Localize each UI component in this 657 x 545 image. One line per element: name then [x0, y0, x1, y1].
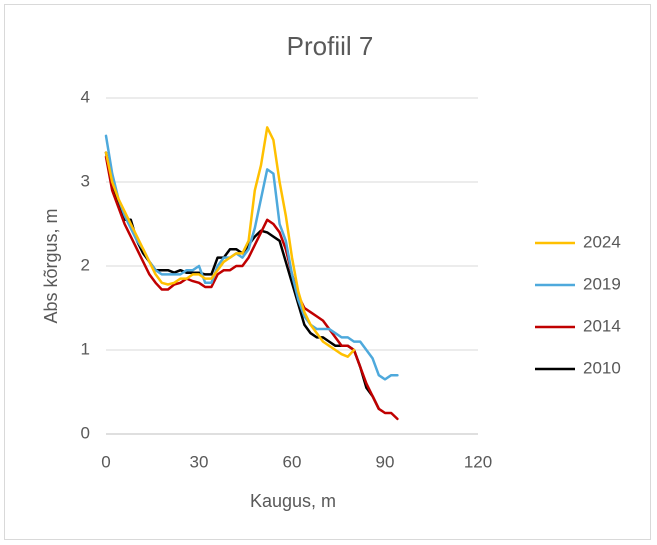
x-tick-label: 30	[190, 452, 209, 471]
chart-border	[4, 4, 651, 540]
legend-label: 2014	[583, 316, 621, 335]
legend-label: 2010	[583, 358, 621, 377]
y-tick-label: 2	[81, 255, 90, 274]
x-tick-label: 60	[283, 452, 302, 471]
y-tick-label: 4	[81, 87, 90, 106]
series-line	[104, 134, 399, 381]
y-tick-label: 3	[81, 171, 90, 190]
series-line	[104, 126, 356, 358]
x-tick-label: 0	[101, 452, 110, 471]
x-tick-label: 90	[376, 452, 395, 471]
series-line	[104, 155, 399, 421]
x-tick-label: 120	[464, 452, 492, 471]
legend-label: 2019	[583, 274, 621, 293]
x-axis-title: Kaugus, m	[250, 491, 336, 511]
y-tick-label: 0	[81, 423, 90, 442]
legend-label: 2024	[583, 232, 621, 251]
y-tick-label: 1	[81, 339, 90, 358]
y-axis-title: Abs kõrgus, m	[41, 208, 61, 323]
chart-title: Profiil 7	[287, 31, 374, 61]
